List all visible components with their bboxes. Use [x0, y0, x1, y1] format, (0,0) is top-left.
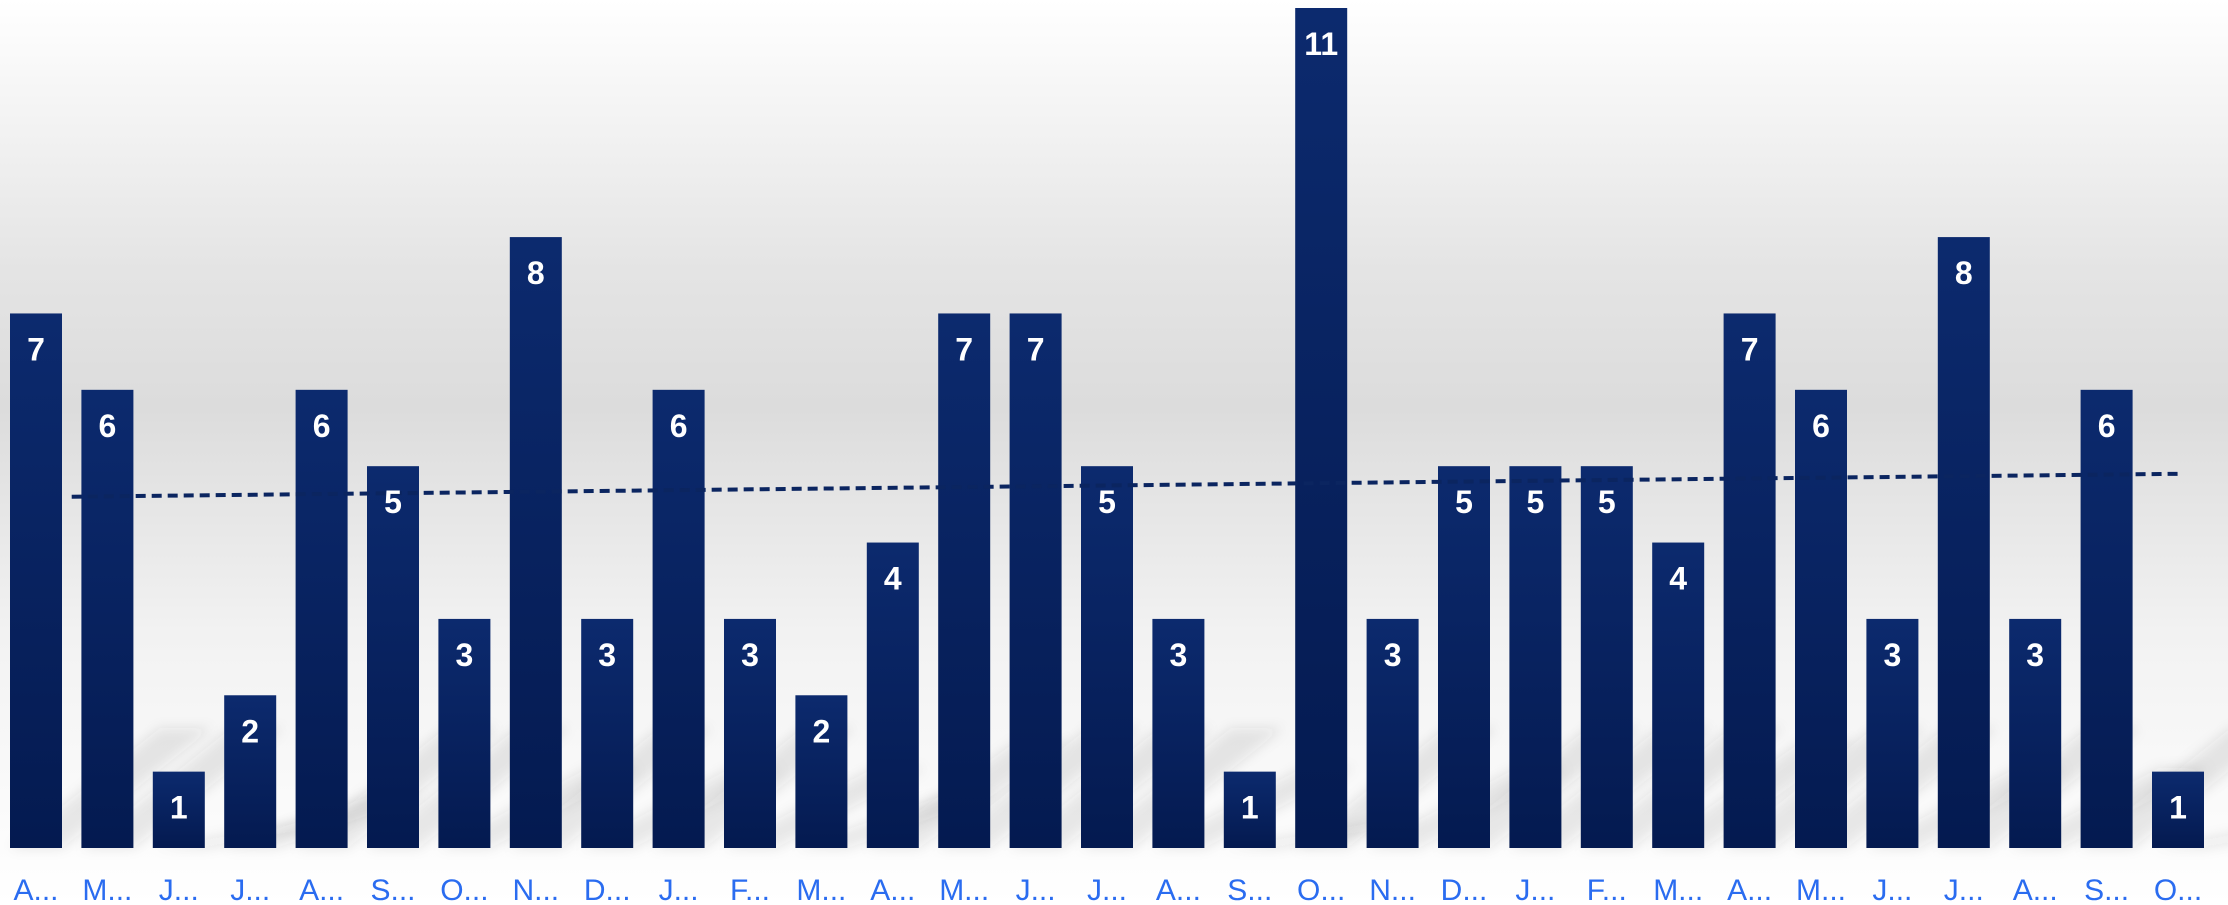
- x-tick-label: M...: [82, 874, 132, 905]
- x-tick-label: J...: [1944, 874, 1984, 905]
- data-label: 5: [1527, 484, 1545, 520]
- data-label: 8: [1955, 255, 1973, 291]
- bar: [866, 542, 919, 848]
- data-label: 1: [2169, 790, 2187, 826]
- x-tick-label: J...: [159, 874, 199, 905]
- bars-group: [10, 8, 2204, 848]
- x-tick-label: F...: [1587, 874, 1627, 905]
- bar: [224, 695, 277, 848]
- x-tick-label: M...: [939, 874, 989, 905]
- data-label: 8: [527, 255, 545, 291]
- x-tick-label: M...: [1796, 874, 1846, 905]
- bar: [1580, 466, 1633, 848]
- bar: [581, 618, 634, 848]
- x-tick-label: J...: [1016, 874, 1056, 905]
- x-tick-label: A...: [2013, 874, 2058, 905]
- data-label: 4: [884, 561, 902, 597]
- bar: [1937, 237, 1990, 848]
- x-tick-label: J...: [230, 874, 270, 905]
- bar: [1009, 313, 1062, 848]
- data-label: 11: [1304, 26, 1338, 62]
- bar: [652, 389, 705, 848]
- bar: [1795, 389, 1847, 848]
- bar: [1223, 771, 1276, 848]
- data-label: 6: [1812, 408, 1830, 444]
- bar: [1723, 313, 1776, 848]
- data-label: 5: [1098, 484, 1116, 520]
- data-label: 3: [741, 637, 759, 673]
- data-label: 6: [313, 408, 331, 444]
- x-tick-label: N...: [512, 874, 559, 905]
- x-tick-label: M...: [1653, 874, 1703, 905]
- data-label: 7: [27, 331, 45, 367]
- bar: [1366, 618, 1419, 848]
- x-tick-label: N...: [1369, 874, 1416, 905]
- bar: [81, 389, 134, 848]
- x-tick-label: M...: [796, 874, 846, 905]
- x-tick-label: J...: [1515, 874, 1555, 905]
- x-tick-label: D...: [584, 874, 631, 905]
- data-label: 6: [2098, 408, 2116, 444]
- data-label: 3: [2026, 637, 2044, 673]
- bar: [1652, 542, 1705, 848]
- bar: [2009, 618, 2062, 848]
- data-label: 2: [241, 713, 259, 749]
- x-tick-label: J...: [1872, 874, 1912, 905]
- x-tick-label: A...: [13, 874, 58, 905]
- x-tick-label: O...: [2154, 874, 2202, 905]
- data-label: 5: [384, 484, 402, 520]
- data-label: 3: [1170, 637, 1188, 673]
- bar: [509, 237, 562, 848]
- x-tick-label: S...: [2084, 874, 2129, 905]
- x-tick-label: A...: [299, 874, 344, 905]
- data-label: 3: [1384, 637, 1402, 673]
- x-tick-label: S...: [1227, 874, 1272, 905]
- data-label: 3: [456, 637, 474, 673]
- bar: [438, 618, 491, 848]
- bar: [367, 466, 419, 848]
- data-label: 1: [170, 790, 188, 826]
- data-label: 7: [955, 331, 973, 367]
- x-tick-label: O...: [1297, 874, 1345, 905]
- x-tick-label: S...: [370, 874, 415, 905]
- data-label: 3: [598, 637, 616, 673]
- bar: [938, 313, 991, 848]
- data-label: 6: [99, 408, 117, 444]
- bar: [1081, 466, 1133, 848]
- bar: [2080, 389, 2133, 848]
- bar: [1438, 466, 1490, 848]
- x-tick-label: A...: [870, 874, 915, 905]
- x-tick-label: J...: [1087, 874, 1127, 905]
- bar: [1509, 466, 1562, 848]
- data-label: 4: [1669, 561, 1687, 597]
- bar: [795, 695, 848, 848]
- data-label: 6: [670, 408, 688, 444]
- data-label: 3: [1884, 637, 1902, 673]
- bar: [724, 618, 776, 848]
- data-label: 1: [1241, 790, 1259, 826]
- bar: [2152, 771, 2204, 848]
- x-axis: A... M... J... J... A... S... O... N... D... J...…: [13, 874, 2202, 905]
- x-tick-label: A...: [1156, 874, 1201, 905]
- data-label: 5: [1455, 484, 1473, 520]
- bar: [10, 313, 62, 848]
- x-tick-label: O...: [440, 874, 488, 905]
- data-label: 7: [1027, 331, 1045, 367]
- bar: [152, 771, 205, 848]
- x-tick-label: J...: [659, 874, 699, 905]
- data-label: 7: [1741, 331, 1759, 367]
- bar: [1866, 618, 1919, 848]
- bar: [295, 389, 348, 848]
- x-tick-label: A...: [1727, 874, 1772, 905]
- bar: [1152, 618, 1205, 848]
- data-label: 5: [1598, 484, 1616, 520]
- data-label: 2: [813, 713, 831, 749]
- x-tick-label: D...: [1441, 874, 1488, 905]
- x-tick-label: F...: [730, 874, 770, 905]
- bar: [1295, 8, 1348, 848]
